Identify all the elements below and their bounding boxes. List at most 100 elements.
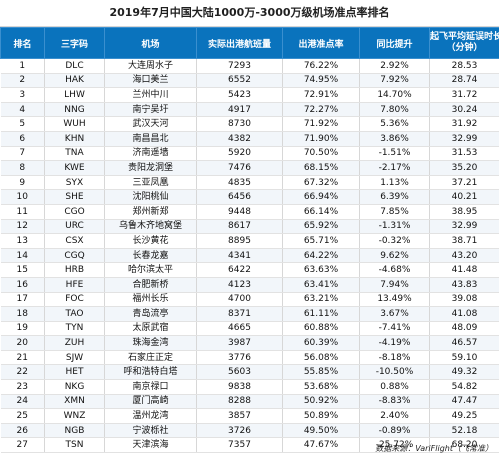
departures-cell: 8371 xyxy=(196,306,283,322)
code-cell: DLC xyxy=(44,58,105,74)
on-time-cell: 63.63% xyxy=(282,262,360,278)
code-cell: XMN xyxy=(44,394,105,410)
change-cell: -10.50% xyxy=(359,364,430,381)
header-on-time: 出港准点率 xyxy=(282,27,360,59)
header-code: 三字码 xyxy=(44,27,105,59)
table-row: 24 XMN 厦门高崎 8288 50.92% -8.83% 47.47 xyxy=(0,394,499,410)
code-cell: HET xyxy=(44,364,105,381)
change-cell: 1.13% xyxy=(359,175,430,191)
on-time-cell: 71.92% xyxy=(282,116,360,132)
departures-cell: 8617 xyxy=(196,219,283,235)
delay-cell: 38.95 xyxy=(429,204,499,220)
change-cell: 7.80% xyxy=(359,102,430,118)
delay-cell: 38.71 xyxy=(429,233,499,249)
rank-cell: 11 xyxy=(0,204,45,220)
airport-cell: 福州长乐 xyxy=(104,292,197,308)
code-cell: CGO xyxy=(44,204,105,220)
departures-cell: 3857 xyxy=(196,408,283,424)
on-time-cell: 64.22% xyxy=(282,248,360,264)
departures-cell: 4382 xyxy=(196,131,283,147)
on-time-cell: 66.94% xyxy=(282,189,360,205)
departures-cell: 6552 xyxy=(196,73,283,89)
delay-cell: 41.08 xyxy=(429,306,499,322)
on-time-cell: 72.91% xyxy=(282,87,360,103)
header-rank: 排名 xyxy=(0,27,45,59)
change-cell: 14.70% xyxy=(359,87,430,103)
delay-cell: 31.53 xyxy=(429,146,499,162)
change-cell: 7.92% xyxy=(359,73,430,89)
code-cell: SHE xyxy=(44,189,105,205)
header-delay: 起飞平均延误时长 （分钟） xyxy=(429,27,499,59)
change-cell: -4.19% xyxy=(359,335,430,351)
delay-cell: 54.82 xyxy=(429,379,499,395)
departures-cell: 4123 xyxy=(196,277,283,293)
rank-cell: 27 xyxy=(0,437,45,454)
change-cell: -7.41% xyxy=(359,321,430,337)
on-time-cell: 66.14% xyxy=(282,204,360,220)
on-time-cell: 74.95% xyxy=(282,73,360,89)
table-row: 23 NKG 南京禄口 9838 53.68% 0.88% 54.82 xyxy=(0,379,499,395)
rank-cell: 17 xyxy=(0,292,45,308)
departures-cell: 6456 xyxy=(196,189,283,205)
departures-cell: 3726 xyxy=(196,423,283,439)
delay-cell: 31.92 xyxy=(429,116,499,132)
header-change: 同比提升 xyxy=(359,27,430,59)
table-row: 26 NGB 宁波栎社 3726 49.50% -0.89% 52.18 xyxy=(0,423,499,439)
table-body: 1 DLC 大连周水子 7293 76.22% 2.92% 28.53 2 HAK 海口美兰 655… xyxy=(0,58,499,454)
rank-cell: 24 xyxy=(0,394,45,410)
delay-cell: 35.20 xyxy=(429,160,499,176)
airport-cell: 沈阳桃仙 xyxy=(104,189,197,205)
rank-cell: 19 xyxy=(0,321,45,337)
change-cell: -8.18% xyxy=(359,350,430,366)
departures-cell: 4835 xyxy=(196,175,283,191)
rank-cell: 12 xyxy=(0,219,45,235)
on-time-cell: 61.11% xyxy=(282,306,360,322)
change-cell: 9.62% xyxy=(359,248,430,264)
rank-cell: 6 xyxy=(0,131,45,147)
on-time-cell: 60.88% xyxy=(282,321,360,337)
code-cell: TYN xyxy=(44,321,105,337)
header-delay-line2: （分钟） xyxy=(446,43,483,53)
airport-cell: 太原武宿 xyxy=(104,321,197,337)
code-cell: SJW xyxy=(44,350,105,366)
airport-cell: 石家庄正定 xyxy=(104,350,197,366)
departures-cell: 8895 xyxy=(196,233,283,249)
departures-cell: 3987 xyxy=(196,335,283,351)
delay-cell: 49.32 xyxy=(429,364,499,381)
change-cell: 6.39% xyxy=(359,189,430,205)
code-cell: WNZ xyxy=(44,408,105,424)
change-cell: -2.17% xyxy=(359,160,430,176)
code-cell: HAK xyxy=(44,73,105,89)
airport-cell: 温州龙湾 xyxy=(104,408,197,424)
airport-cell: 乌鲁木齐地窝堡 xyxy=(104,219,197,235)
on-time-cell: 65.71% xyxy=(282,233,360,249)
rank-cell: 7 xyxy=(0,146,45,162)
table-row: 6 KHN 南昌昌北 4382 71.90% 3.86% 32.99 xyxy=(0,131,499,147)
table-row: 3 LHW 兰州中川 5423 72.91% 14.70% 31.72 xyxy=(0,87,499,103)
code-cell: WUH xyxy=(44,116,105,132)
departures-cell: 7293 xyxy=(196,58,283,74)
departures-cell: 5603 xyxy=(196,364,283,381)
rank-cell: 4 xyxy=(0,102,45,118)
delay-cell: 41.48 xyxy=(429,262,499,278)
table-row: 5 WUH 武汉天河 8730 71.92% 5.36% 31.92 xyxy=(0,116,499,132)
rank-cell: 3 xyxy=(0,87,45,103)
table-row: 27 TSN 天津滨海 7357 47.67% -25.72% 68.20 xyxy=(0,437,499,454)
on-time-cell: 65.92% xyxy=(282,219,360,235)
change-cell: -25.72% xyxy=(359,437,430,454)
airport-cell: 海口美兰 xyxy=(104,73,197,89)
on-time-cell: 63.41% xyxy=(282,277,360,293)
table-row: 21 SJW 石家庄正定 3776 56.08% -8.18% 59.10 xyxy=(0,350,499,366)
departures-cell: 8730 xyxy=(196,116,283,132)
airport-cell: 兰州中川 xyxy=(104,87,197,103)
airport-cell: 大连周水子 xyxy=(104,58,197,74)
airport-cell: 郑州新郑 xyxy=(104,204,197,220)
rank-cell: 14 xyxy=(0,248,45,264)
departures-cell: 9448 xyxy=(196,204,283,220)
delay-cell: 46.57 xyxy=(429,335,499,351)
rank-cell: 18 xyxy=(0,306,45,322)
table-row: 15 HRB 哈尔滨太平 6422 63.63% -4.68% 41.48 xyxy=(0,262,499,278)
delay-cell: 43.20 xyxy=(429,248,499,264)
rank-cell: 26 xyxy=(0,423,45,439)
delay-cell: 47.47 xyxy=(429,394,499,410)
